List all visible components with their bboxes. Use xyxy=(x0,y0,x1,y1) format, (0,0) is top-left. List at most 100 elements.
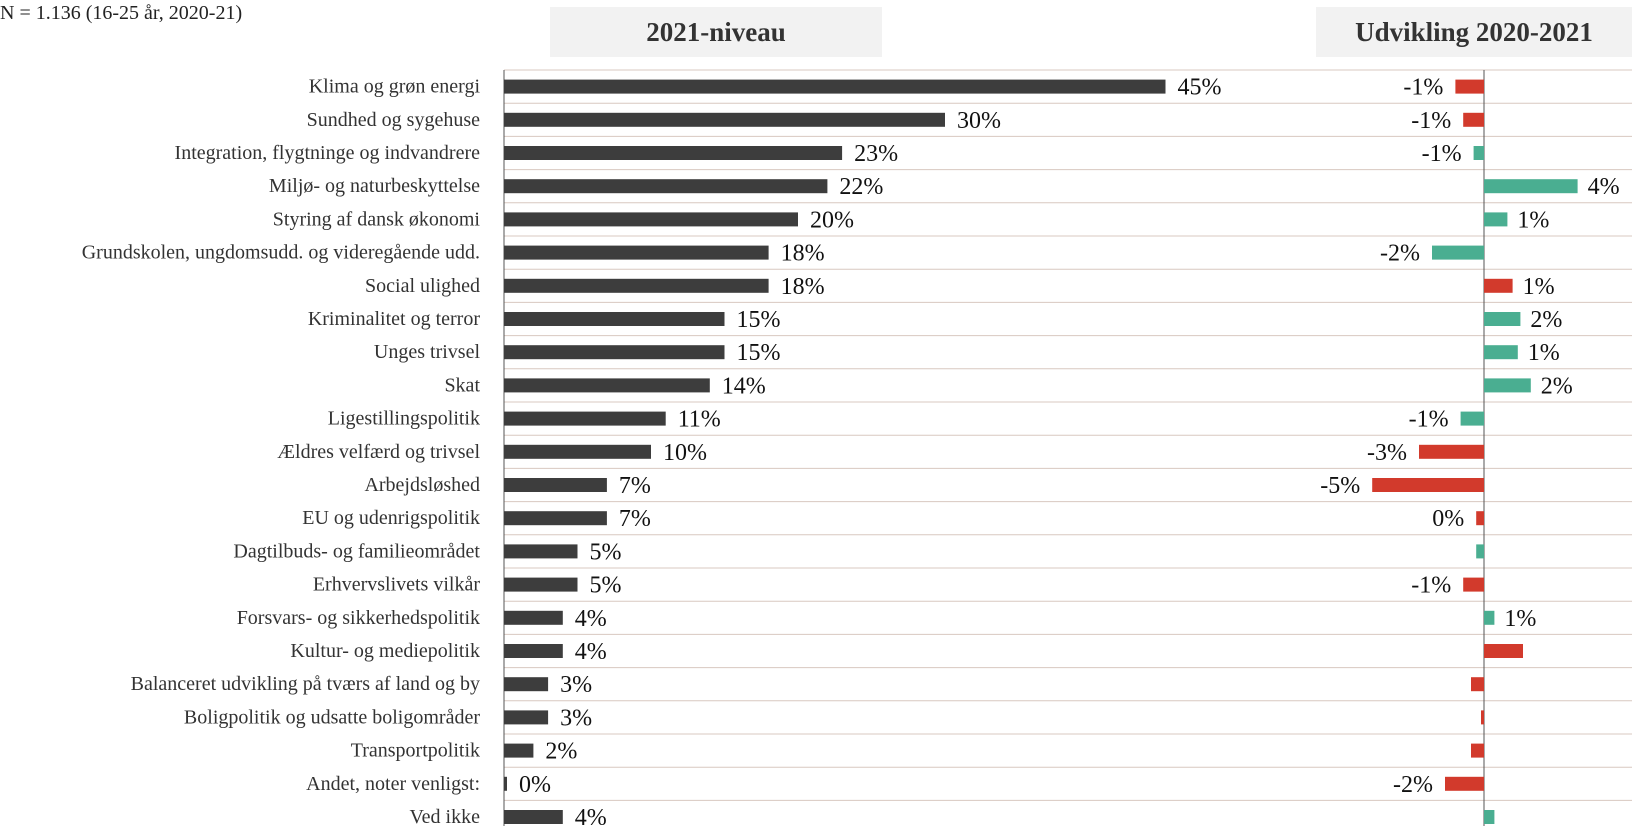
change-bar xyxy=(1484,312,1521,326)
panel-title-level: 2021-niveau xyxy=(550,7,882,57)
change-data-label: 1% xyxy=(1523,274,1555,300)
category-label: Styring af dansk økonomi xyxy=(273,208,481,230)
change-data-label: 1% xyxy=(1517,207,1549,233)
level-data-label: 23% xyxy=(854,141,898,167)
category-label: Boligpolitik og udsatte boligområder xyxy=(184,706,480,728)
change-data-label: 1% xyxy=(1528,340,1560,366)
category-label: Grundskolen, ungdomsudd. og videregående… xyxy=(82,242,480,264)
change-data-label: -2% xyxy=(1393,772,1433,798)
change-bar xyxy=(1372,478,1484,492)
level-data-label: 7% xyxy=(619,473,651,499)
change-data-label: -2% xyxy=(1380,241,1420,267)
level-bar xyxy=(504,245,769,260)
change-data-label: 0% xyxy=(1432,506,1464,532)
level-bar xyxy=(504,79,1166,94)
level-bar xyxy=(504,577,578,592)
category-label: Balanceret udvikling på tværs af land og… xyxy=(131,673,480,695)
level-data-label: 20% xyxy=(810,207,854,233)
change-bar xyxy=(1484,644,1523,658)
level-data-label: 11% xyxy=(678,407,721,433)
change-bar xyxy=(1484,810,1495,824)
change-data-label: 2% xyxy=(1530,307,1562,333)
category-label: Klima og grøn energi xyxy=(309,76,481,98)
category-label: Integration, flygtninge og indvandrere xyxy=(175,142,481,164)
change-data-label: 4% xyxy=(1588,174,1620,200)
level-bar xyxy=(504,411,666,426)
category-label: Andet, noter venligst: xyxy=(306,773,480,795)
level-data-label: 3% xyxy=(560,672,592,698)
level-data-label: 30% xyxy=(957,108,1001,134)
change-data-label: -1% xyxy=(1403,75,1443,101)
change-data-label: -5% xyxy=(1320,473,1360,499)
level-bar xyxy=(504,610,563,625)
change-bar xyxy=(1484,278,1513,293)
category-label: Kriminalitet og terror xyxy=(308,308,481,330)
level-bar xyxy=(504,378,710,393)
level-bar xyxy=(504,810,563,824)
level-data-label: 15% xyxy=(737,340,781,366)
change-bar xyxy=(1484,378,1531,393)
level-data-label: 45% xyxy=(1178,75,1222,101)
level-data-label: 18% xyxy=(781,274,825,300)
change-bar xyxy=(1476,544,1484,559)
category-label: Ligestillingspolitik xyxy=(328,408,480,430)
change-bar xyxy=(1460,411,1484,426)
level-data-label: 4% xyxy=(575,639,607,665)
category-label: Arbejdsløshed xyxy=(364,474,480,496)
level-bar xyxy=(504,179,828,194)
level-bar xyxy=(504,743,534,758)
change-bar xyxy=(1476,511,1484,526)
level-data-label: 2% xyxy=(545,739,577,765)
level-bar xyxy=(504,278,769,293)
change-bar xyxy=(1471,743,1484,758)
category-label: Ved ikke xyxy=(409,806,480,826)
change-bar xyxy=(1445,776,1484,791)
category-label: Forsvars- og sikkerhedspolitik xyxy=(237,607,480,629)
change-data-label: -1% xyxy=(1409,407,1449,433)
category-label: Skat xyxy=(444,374,480,396)
sample-note: N = 1.136 (16-25 år, 2020-21) xyxy=(0,2,243,24)
category-label: Sundhed og sygehuse xyxy=(307,109,480,131)
change-data-label: -1% xyxy=(1422,141,1462,167)
change-bar xyxy=(1484,212,1508,227)
level-bar xyxy=(504,312,725,326)
category-label: Transportpolitik xyxy=(351,740,480,762)
panel-title-change: Udvikling 2020-2021 xyxy=(1316,7,1632,57)
level-bar xyxy=(504,112,945,127)
level-data-label: 14% xyxy=(722,373,766,399)
change-data-label: -3% xyxy=(1367,440,1407,466)
level-bar xyxy=(504,644,563,658)
level-data-label: 0% xyxy=(519,772,551,798)
category-label: EU og udenrigspolitik xyxy=(302,507,480,529)
level-bar xyxy=(504,511,607,526)
change-data-label: 1% xyxy=(1504,606,1536,632)
level-bar xyxy=(504,444,651,459)
change-data-label: -1% xyxy=(1411,108,1451,134)
category-label: Unges trivsel xyxy=(374,341,481,363)
change-bar xyxy=(1473,146,1484,160)
change-data-label: -1% xyxy=(1411,573,1451,599)
change-bar xyxy=(1463,112,1484,127)
category-label: Dagtilbuds- og familieområdet xyxy=(233,540,480,562)
category-label: Kultur- og mediepolitik xyxy=(290,640,480,662)
level-data-label: 22% xyxy=(839,174,883,200)
level-data-label: 10% xyxy=(663,440,707,466)
category-label: Ældres velfærd og trivsel xyxy=(277,441,480,463)
level-data-label: 18% xyxy=(781,241,825,267)
level-data-label: 3% xyxy=(560,705,592,731)
level-data-label: 4% xyxy=(575,606,607,632)
change-bar xyxy=(1484,179,1578,194)
level-bar xyxy=(504,677,549,692)
level-data-label: 5% xyxy=(590,573,622,599)
category-label: Social ulighed xyxy=(365,275,480,297)
change-bar xyxy=(1484,610,1495,625)
level-bar xyxy=(504,710,549,725)
level-data-label: 4% xyxy=(575,805,607,826)
level-data-label: 7% xyxy=(619,506,651,532)
category-label: Erhvervslivets vilkår xyxy=(313,574,481,596)
change-bar xyxy=(1455,79,1484,94)
level-bar xyxy=(504,478,607,492)
change-bar xyxy=(1481,710,1484,725)
level-bar xyxy=(504,544,578,559)
